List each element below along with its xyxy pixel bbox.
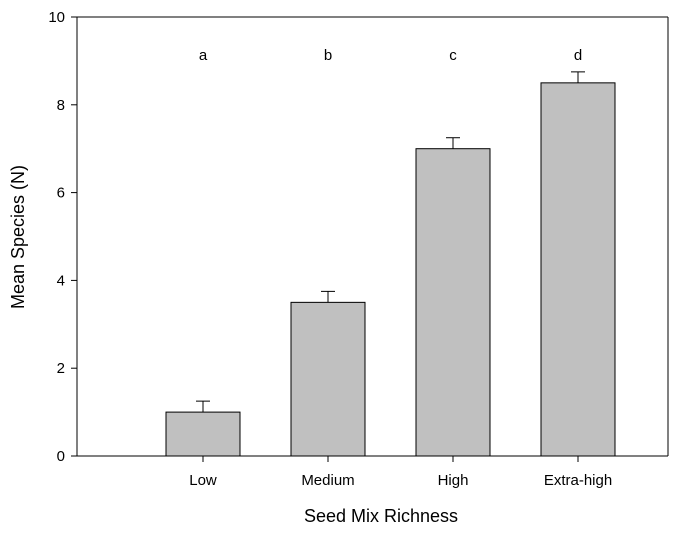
x-tick-label: High (438, 472, 469, 489)
y-axis-title: Mean Species (N) (8, 165, 28, 309)
bar-high (415, 148, 491, 457)
bar-extra-high (540, 82, 616, 457)
y-tick-label: 10 (48, 9, 65, 26)
significance-letter: c (449, 47, 457, 64)
x-tick-label: Low (189, 472, 217, 489)
bar-low (165, 411, 241, 457)
bar-medium (290, 301, 366, 457)
x-tick-label: Medium (301, 472, 354, 489)
bars-layer (165, 71, 616, 457)
significance-letter: d (574, 47, 582, 64)
x-tick-label: Extra-high (544, 472, 612, 489)
y-tick-label: 2 (57, 360, 65, 377)
y-tick-label: 6 (57, 185, 65, 202)
x-axis-title: Seed Mix Richness (304, 506, 458, 526)
significance-letter: b (324, 47, 332, 64)
significance-letter: a (199, 47, 208, 64)
labels-layer: 0 2 4 6 8 10 Low a Medium b High c Extra-high d (48, 9, 612, 489)
y-tick-label: 4 (57, 272, 65, 289)
y-tick-label: 0 (57, 448, 65, 465)
y-tick-label: 8 (57, 97, 65, 114)
